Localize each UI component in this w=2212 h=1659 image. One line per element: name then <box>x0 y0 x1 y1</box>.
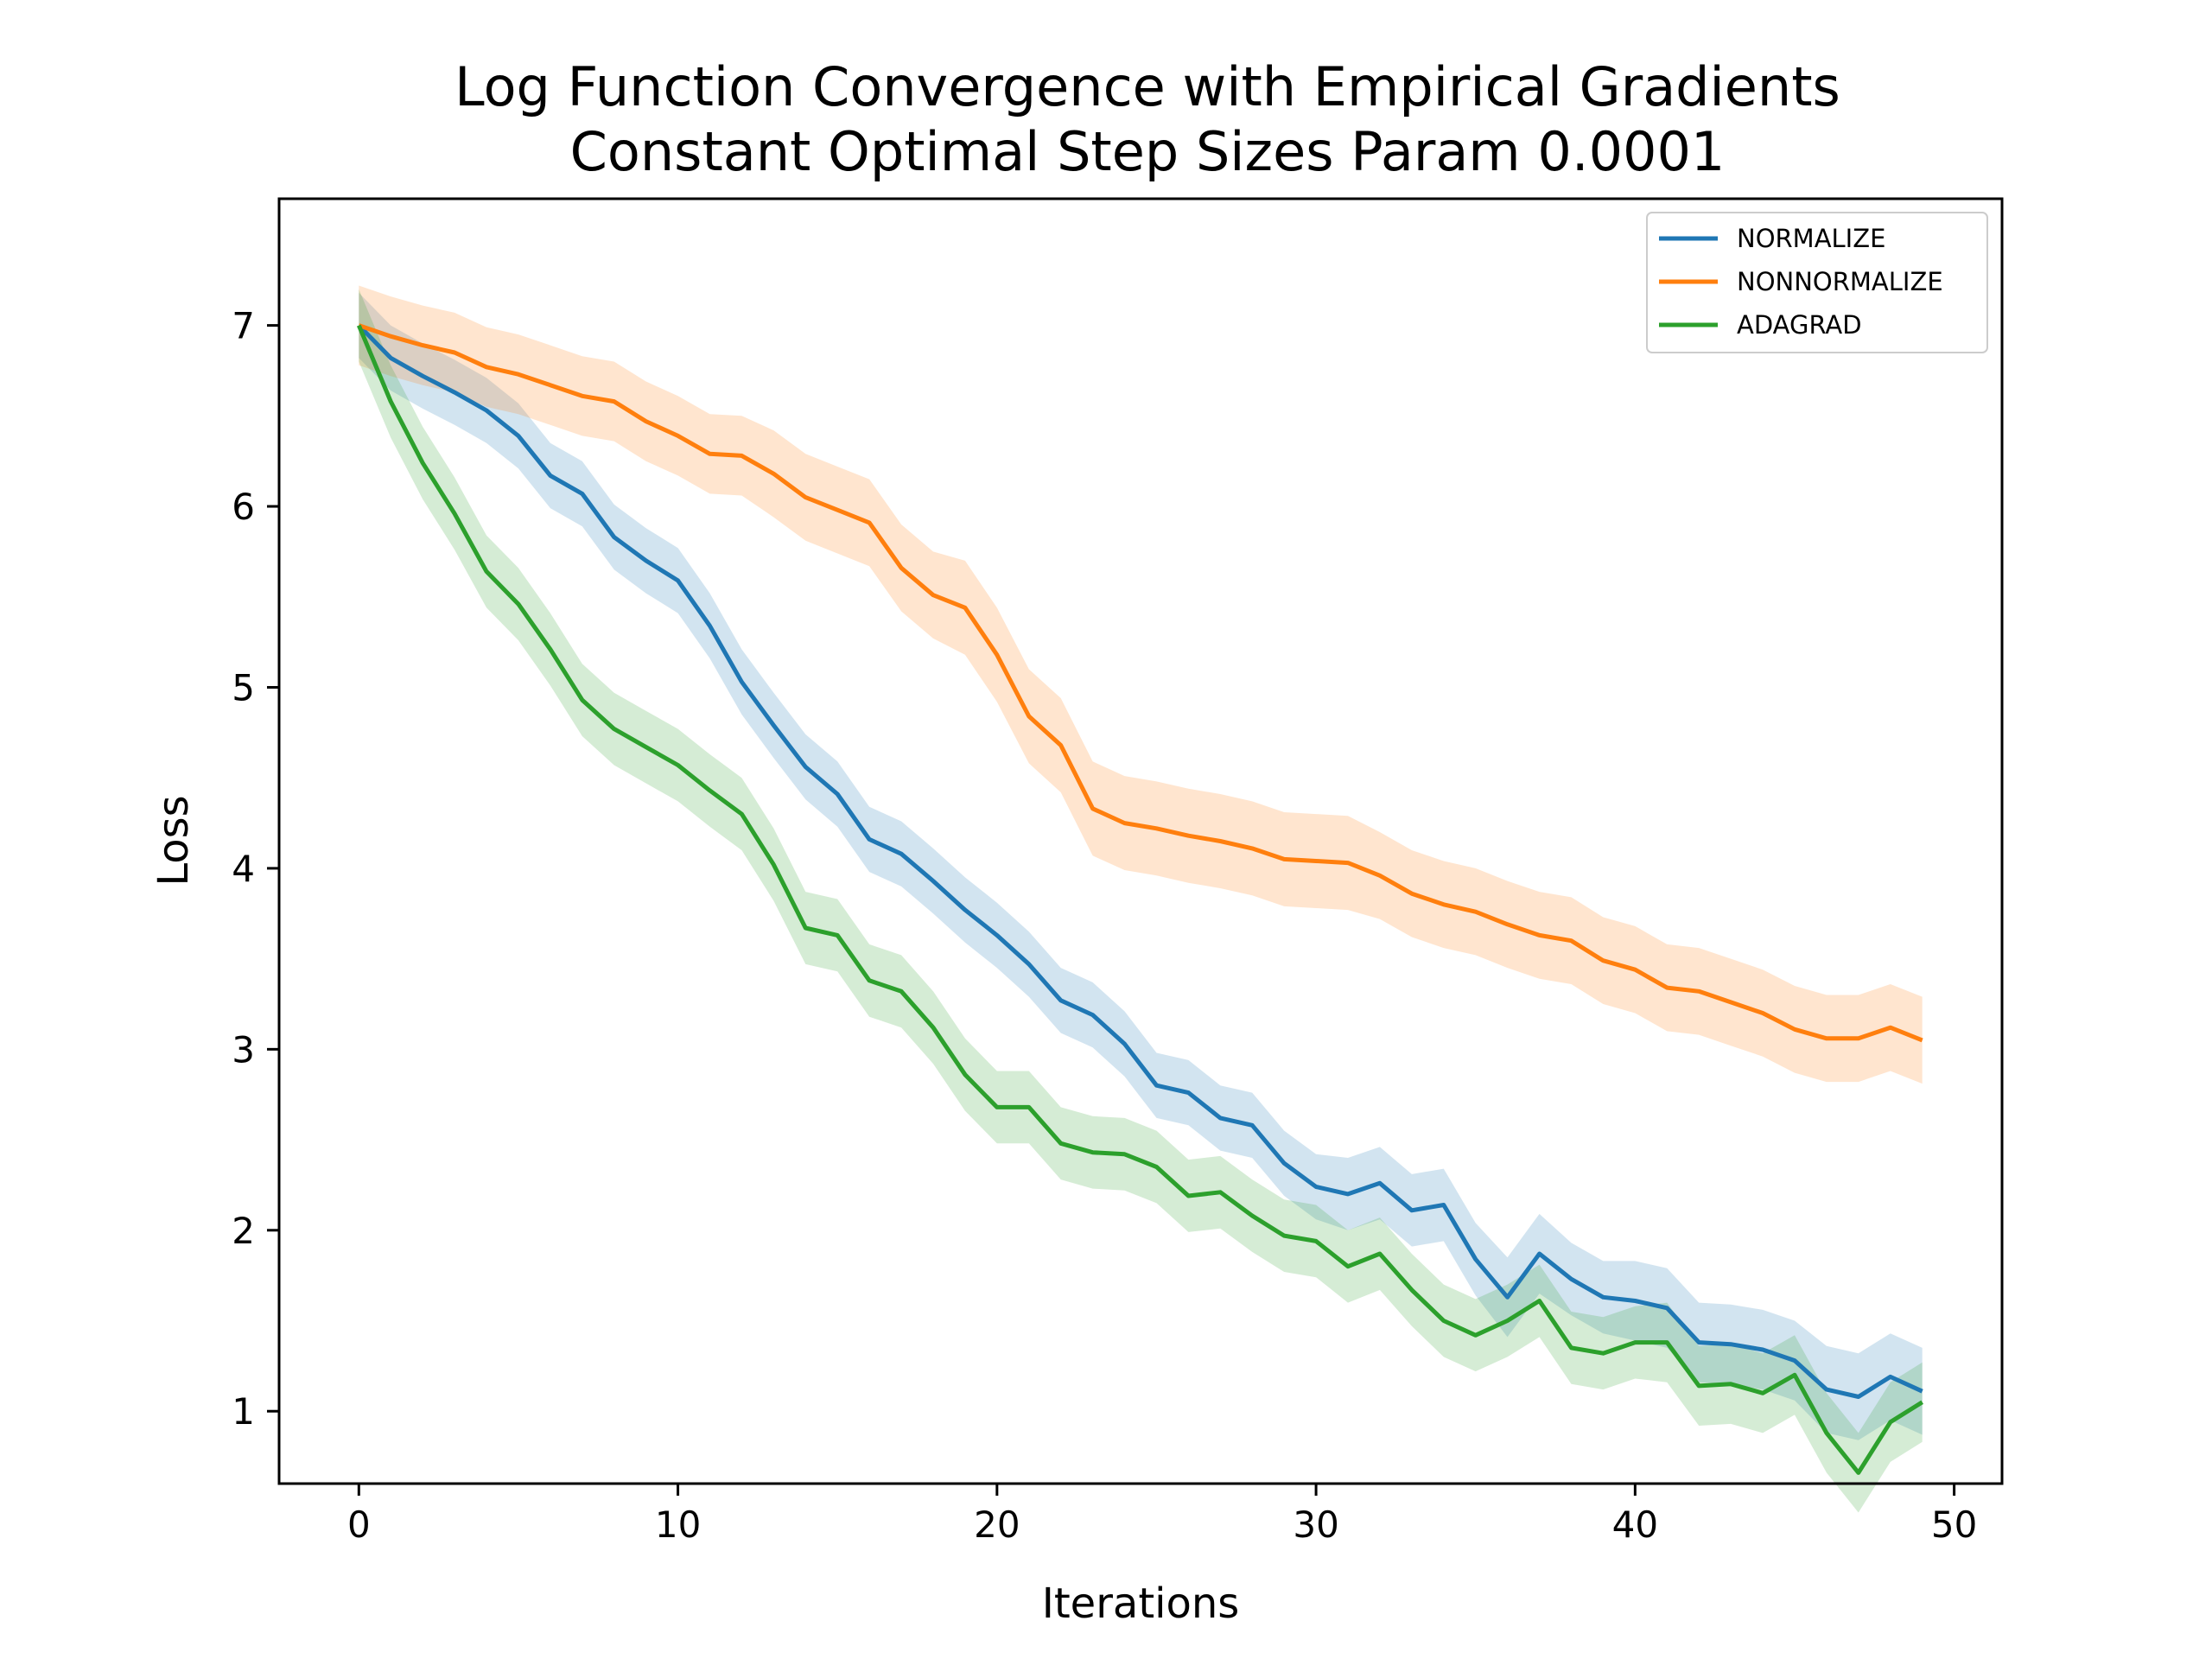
chart-title: Log Function Convergence with Empirical … <box>454 55 1840 118</box>
y-tick-label: 3 <box>232 1028 255 1071</box>
y-tick-label: 7 <box>232 305 255 347</box>
y-axis-label: Loss <box>149 795 198 886</box>
x-tick-label: 20 <box>974 1503 1020 1546</box>
legend: NORMALIZE NONNORMALIZE ADAGRAD <box>1646 212 1988 353</box>
legend-label-adagrad: ADAGRAD <box>1737 310 1862 340</box>
axes: 0 10 20 30 40 50 1 2 3 4 5 6 7 <box>232 305 1977 1546</box>
series-line-adagrad <box>356 324 1924 1475</box>
plot-area <box>356 285 1924 1513</box>
y-tick-label: 6 <box>232 486 255 528</box>
x-tick-label: 30 <box>1293 1503 1338 1546</box>
y-tick-label: 5 <box>232 666 255 709</box>
series-line-nonnormalize <box>358 323 1923 1043</box>
x-tick-label: 40 <box>1612 1503 1658 1546</box>
legend-label-normalize: NORMALIZE <box>1737 224 1885 253</box>
y-tick-label: 4 <box>232 848 255 890</box>
band-normalize <box>359 292 1923 1440</box>
x-tick-label: 0 <box>347 1503 371 1546</box>
y-tick-label: 1 <box>232 1390 255 1433</box>
x-tick-label: 10 <box>655 1503 701 1546</box>
legend-box <box>1646 212 1988 353</box>
series-line-normalize <box>357 323 1923 1399</box>
legend-label-nonnormalize: NONNORMALIZE <box>1737 267 1943 296</box>
band-nonnormalize <box>359 285 1923 1084</box>
x-axis-label: Iterations <box>1042 1580 1240 1628</box>
chart-subtitle: Constant Optimal Step Sizes Param 0.0001 <box>570 120 1726 183</box>
y-tick-label: 2 <box>232 1210 255 1252</box>
x-tick-label: 50 <box>1931 1503 1977 1546</box>
plot-frame <box>277 197 2004 1485</box>
